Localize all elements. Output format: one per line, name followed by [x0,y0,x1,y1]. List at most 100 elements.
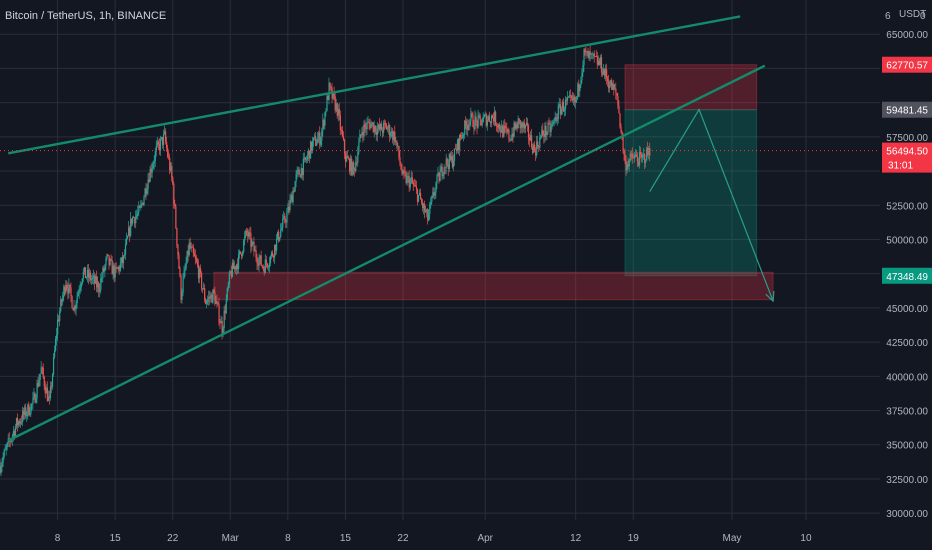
price-tag [882,101,932,118]
candle-body [398,146,400,158]
candle-body [420,199,423,203]
candle-body [160,137,163,139]
candle-body [42,367,44,378]
candle-body [429,204,431,215]
candle-body [480,119,482,126]
candle-body [625,161,627,171]
projection-path[interactable] [649,108,774,302]
candle-body [268,263,271,267]
candle-body [543,134,545,137]
target-zone[interactable] [624,109,758,277]
candle-body [416,189,419,202]
candle-body [293,190,295,192]
candle-body [137,212,139,215]
candle-body [245,230,247,237]
candle-body [166,141,168,149]
candle-body [646,147,648,161]
candle-body [300,168,302,178]
candle-body [362,132,364,137]
current-price-label: 56494.50 [886,147,928,158]
candle-body [70,287,72,297]
candle-body [611,80,613,90]
candle-body [512,133,514,137]
candle-body [68,284,70,294]
candle-body [592,53,594,55]
candle-body [246,230,248,232]
candle-body [294,181,296,192]
stop-zone[interactable] [624,64,758,111]
candle-body [155,145,157,152]
candle-body [385,123,387,126]
candle-body [506,128,508,133]
candle-body [400,163,402,170]
candle-body [222,327,224,335]
candle-body [470,113,472,121]
position-zones [213,64,774,301]
candle-body [334,96,336,111]
candle-body [30,404,32,414]
candle-body [539,137,541,148]
candle-body [211,294,213,303]
candle-body [613,84,615,90]
candle-body [162,133,165,145]
candle-body [205,299,207,304]
candle-body [345,156,348,162]
time-axis-panel[interactable] [0,520,932,550]
candle-body [124,244,127,255]
candle-body [332,92,334,99]
candle-body [353,162,355,169]
candle-body [509,139,511,140]
candle-body [81,278,83,284]
candle-body [150,168,152,173]
candle-body [52,356,55,375]
candle-body [354,168,356,172]
candle-body [545,125,547,136]
candle-body [481,122,483,126]
candle-body [554,116,556,119]
candle-body [22,411,24,422]
candle-body [248,232,250,237]
candle-body [88,272,91,278]
candle-body [413,184,415,186]
candle-body [92,277,94,280]
candle-body [79,287,81,291]
candle-body [71,296,73,309]
candle-body [620,126,622,132]
candle-body [584,49,586,52]
candle-body [69,284,71,288]
candle-body [492,117,495,122]
candle-body [342,136,345,140]
candle-body [290,195,292,200]
candle-body [497,125,499,128]
candle-body [66,285,68,288]
candle-body [442,174,444,177]
candle-body [638,152,641,166]
candle-body [280,229,282,238]
candle-body [500,129,502,133]
price-axis-panel[interactable] [880,0,932,520]
candle-body [168,156,170,158]
candle-body [464,120,466,135]
candle-body [335,103,337,111]
candle-body [59,311,61,321]
candle-body [462,134,464,138]
candle-body [538,146,540,148]
candle-body [31,403,33,405]
candle-body [118,266,120,271]
candle-body [435,183,437,193]
candle-body [144,188,146,198]
candle-body [99,289,101,292]
candle-body [134,217,136,224]
candle-body [561,102,564,109]
candle-body [16,418,19,426]
candle-body [51,374,54,387]
candle-body [549,123,551,132]
candle-body [389,125,391,137]
trendline-upper-channel[interactable] [8,15,741,155]
candle-body [372,122,374,132]
candle-body [44,386,46,394]
support-zone[interactable] [213,271,774,301]
trendline-lower-channel[interactable] [7,64,766,442]
candle-body [36,382,38,399]
